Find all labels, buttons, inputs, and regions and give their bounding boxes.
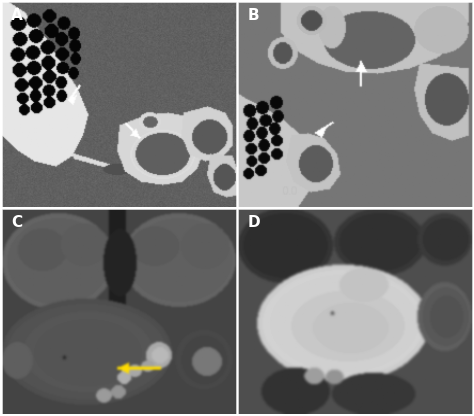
Text: B: B xyxy=(247,8,259,23)
Text: A: A xyxy=(11,8,23,23)
Text: C: C xyxy=(11,215,22,230)
Text: D: D xyxy=(247,215,260,230)
